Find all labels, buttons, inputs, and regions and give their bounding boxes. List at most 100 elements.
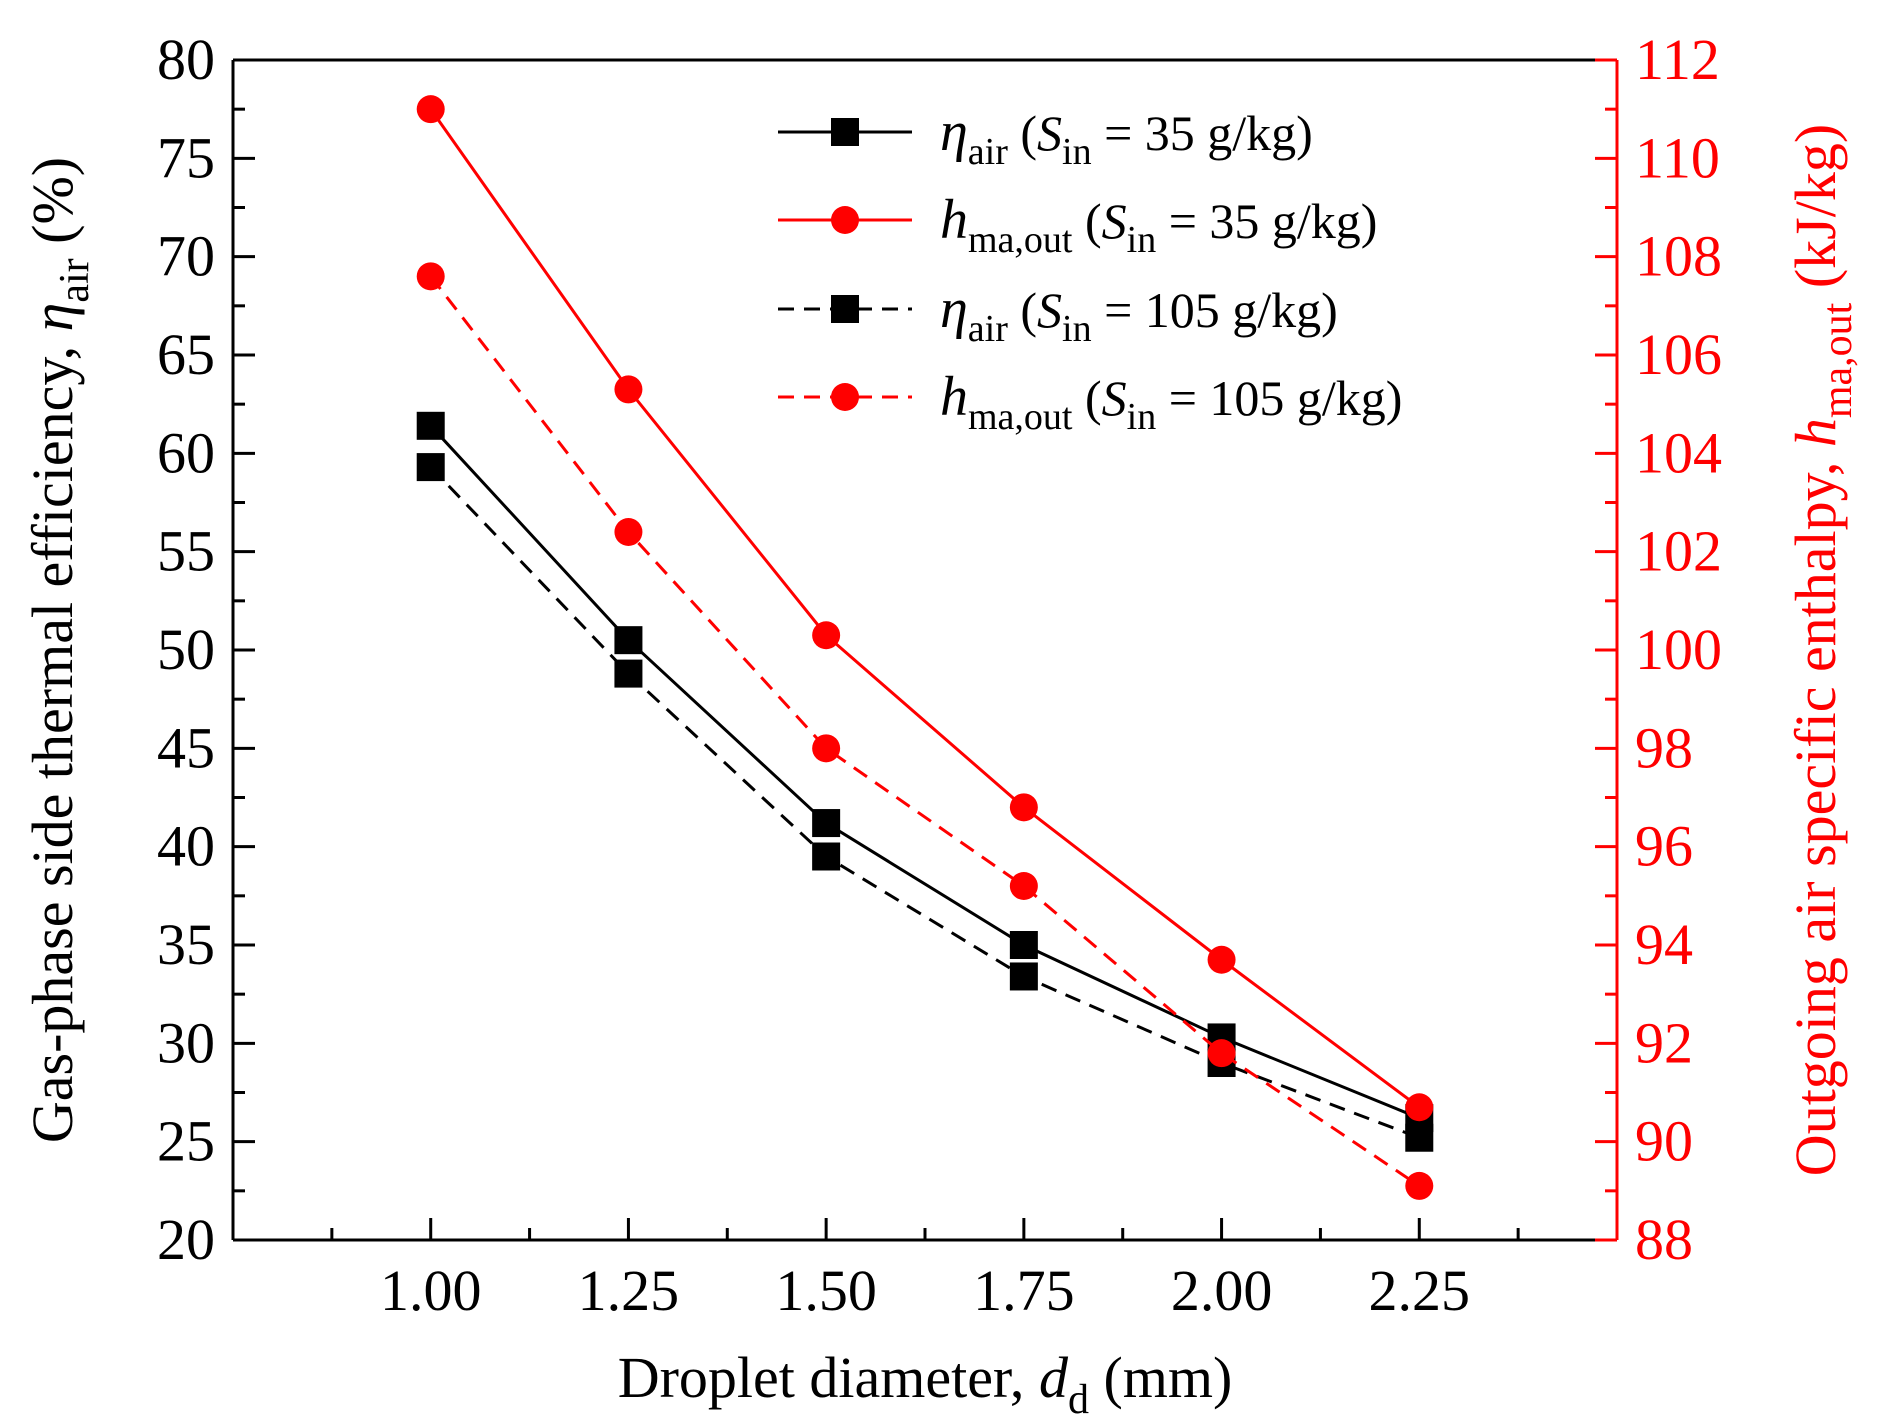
x-tick-label: 1.75: [973, 1258, 1075, 1323]
left-y-tick-label: 25: [157, 1109, 215, 1174]
square-marker: [1009, 962, 1038, 991]
x-tick-label: 2.00: [1171, 1258, 1273, 1323]
legend-symbol: h: [940, 189, 968, 251]
legend-subscript: ma,out: [968, 219, 1073, 261]
circle-marker: [1207, 1039, 1236, 1068]
left-y-tick-label: 50: [157, 617, 215, 682]
x-axis-title-text: Droplet diameter,: [618, 1345, 1039, 1410]
left-y-tick-label: 60: [157, 420, 215, 485]
legend-subscript: air: [968, 131, 1008, 173]
right-y-axis-title: Outgoing air specific enthalpy, hma,out …: [1783, 124, 1861, 1176]
right-y-tick-label: 96: [1635, 814, 1693, 879]
left-y-tick-label: 45: [157, 715, 215, 780]
left-y-axis-title: Gas-phase side thermal efficiency, ηair …: [20, 157, 98, 1143]
x-axis-title-subscript: d: [1068, 1377, 1089, 1423]
right-y-tick-label: 104: [1635, 420, 1722, 485]
right-y-axis-title-unit: (kJ/kg): [1783, 124, 1848, 303]
left-y-axis-title-subscript: air: [52, 258, 98, 302]
right-y-tick-label: 92: [1635, 1010, 1693, 1075]
legend-subscript: in: [1127, 219, 1157, 261]
x-tick-label: 1.50: [775, 1258, 877, 1323]
right-y-tick-label: 88: [1635, 1207, 1693, 1272]
circle-marker: [614, 518, 643, 546]
x-tick-label: 1.00: [380, 1258, 482, 1323]
right-y-tick-label: 90: [1635, 1109, 1693, 1174]
series-2: [416, 95, 1434, 1122]
legend-symbol: S: [1037, 105, 1062, 161]
right-y-tick-label: 108: [1635, 224, 1722, 289]
legend-entry-4: hma,out (Sin = 105 g/kg): [778, 366, 1402, 438]
square-marker: [812, 809, 841, 838]
right-y-tick-label: 98: [1635, 715, 1693, 780]
legend-text: (: [1072, 193, 1101, 249]
legend-symbol: S: [1102, 193, 1127, 249]
left-y-tick-label: 70: [157, 224, 215, 289]
left-y-tick-label: 65: [157, 322, 215, 387]
legend-text: (: [1008, 105, 1037, 161]
right-y-tick-label: 102: [1635, 519, 1722, 584]
circle-marker: [1207, 945, 1236, 974]
legend-text: (: [1008, 282, 1037, 338]
legend-symbol: h: [940, 366, 968, 428]
circle-marker: [1009, 793, 1038, 822]
circle-marker: [812, 621, 841, 650]
square-marker: [1405, 1123, 1434, 1152]
square-marker: [1009, 931, 1038, 959]
legend-symbol: S: [1102, 370, 1127, 426]
square-marker: [416, 453, 445, 482]
left-y-tick-label: 55: [157, 519, 215, 584]
left-y-axis-title-symbol: η: [20, 303, 85, 332]
series-1: [416, 411, 1434, 1133]
legend-subscript: in: [1127, 396, 1157, 438]
left-y-tick-label: 75: [157, 125, 215, 190]
legend-subscript: ma,out: [968, 396, 1073, 438]
series-line: [429, 424, 1420, 1120]
series-line: [429, 275, 1421, 1188]
legend: ηair (Sin = 35 g/kg)hma,out (Sin = 35 g/…: [778, 101, 1402, 438]
legend-entry-3: ηair (Sin = 105 g/kg): [778, 278, 1338, 350]
right-y-tick-label: 94: [1635, 912, 1693, 977]
legend-subscript: air: [968, 308, 1008, 350]
circle-marker: [1405, 1093, 1434, 1122]
legend-label: hma,out (Sin = 105 g/kg): [940, 366, 1402, 438]
right-y-tick-label: 110: [1635, 125, 1720, 190]
legend-symbol: η: [940, 101, 968, 163]
legend-entry-1: ηair (Sin = 35 g/kg): [778, 101, 1313, 173]
legend-symbol: S: [1037, 282, 1062, 338]
circle-marker: [416, 95, 445, 124]
legend-symbol: η: [940, 278, 968, 340]
series-3: [416, 453, 1434, 1152]
square-marker: [812, 842, 841, 871]
square-marker: [416, 411, 445, 440]
x-axis-title-symbol: d: [1039, 1345, 1069, 1410]
circle-marker: [1009, 872, 1038, 900]
series-4: [416, 262, 1434, 1200]
circle-marker: [812, 734, 841, 763]
right-y-axis-title-text: Outgoing air specific enthalpy,: [1783, 447, 1848, 1176]
right-y-tick-label: 100: [1635, 617, 1722, 682]
left-y-axis-title-unit: (%): [20, 157, 85, 258]
right-y-tick-label: 106: [1635, 322, 1722, 387]
series-line: [429, 108, 1421, 1109]
legend-subscript: in: [1062, 131, 1092, 173]
series-line: [429, 466, 1420, 1140]
axes: 20 25 30 35 40 45 50 55 60 65 70 75 80 88 90 92 94 96 98 10…: [157, 27, 1722, 1323]
legend-text: = 105 g/kg): [1092, 282, 1338, 338]
x-axis-title-unit: (mm): [1089, 1345, 1232, 1410]
legend-subscript: in: [1062, 308, 1092, 350]
legend-text: (: [1072, 370, 1101, 426]
x-tick-label: 2.25: [1369, 1258, 1471, 1323]
x-axis-title: Droplet diameter, dd (mm): [618, 1345, 1233, 1423]
plot-area: [416, 95, 1434, 1200]
legend-text: = 35 g/kg): [1156, 193, 1377, 249]
square-marker: [831, 295, 859, 323]
legend-label: ηair (Sin = 105 g/kg): [940, 278, 1338, 350]
circle-marker: [831, 383, 859, 411]
legend-label: hma,out (Sin = 35 g/kg): [940, 189, 1377, 261]
square-marker: [614, 626, 643, 655]
square-marker: [614, 659, 643, 688]
right-y-axis-title-subscript: ma,out: [1815, 302, 1861, 418]
circle-marker: [416, 262, 445, 291]
right-y-tick-label: 112: [1635, 27, 1720, 92]
